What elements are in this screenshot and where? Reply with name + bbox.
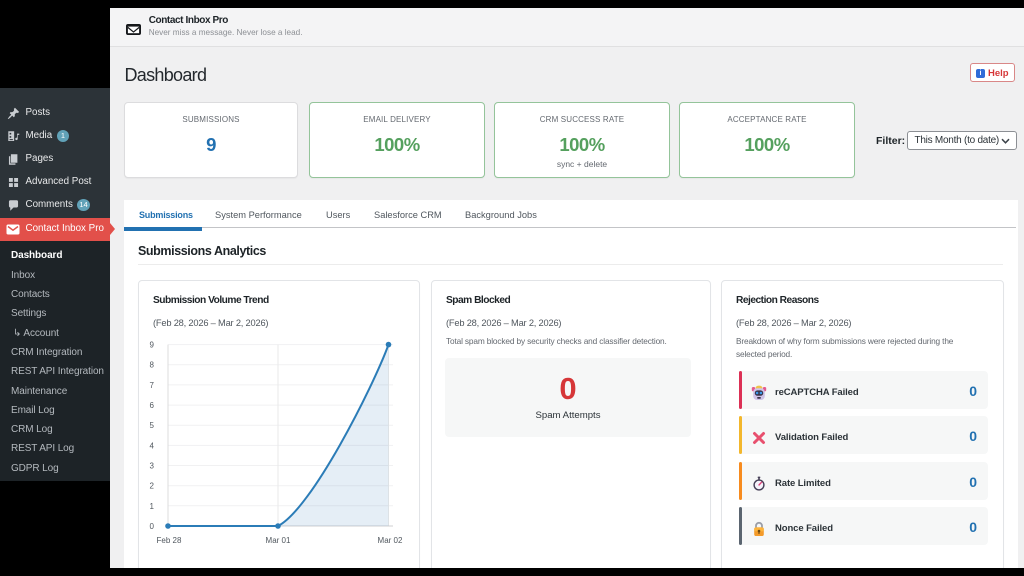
svg-text:6: 6 (150, 401, 155, 410)
svg-text:Feb 28: Feb 28 (157, 536, 182, 545)
svg-text:2: 2 (150, 482, 155, 491)
svg-text:7: 7 (150, 381, 155, 390)
svg-text:0: 0 (150, 522, 155, 531)
svg-text:9: 9 (150, 341, 155, 350)
svg-text:Mar 02: Mar 02 (378, 536, 403, 545)
svg-text:4: 4 (150, 441, 155, 450)
svg-text:5: 5 (150, 421, 155, 430)
svg-text:8: 8 (150, 361, 155, 370)
svg-text:1: 1 (150, 502, 155, 511)
svg-text:Mar 01: Mar 01 (266, 536, 291, 545)
svg-text:3: 3 (150, 462, 155, 471)
